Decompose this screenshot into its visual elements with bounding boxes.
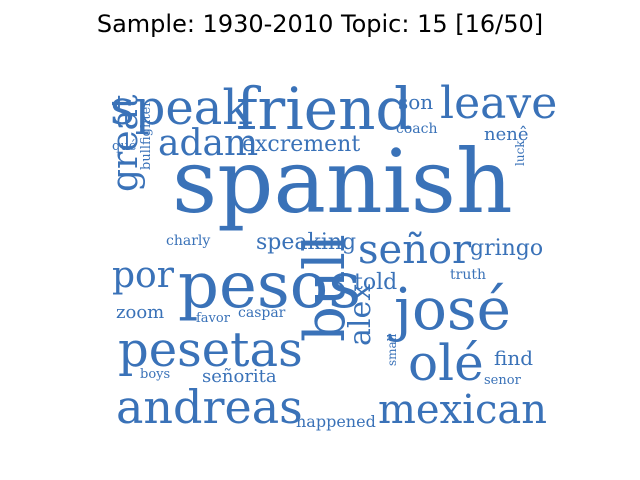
word-truth: truth <box>450 267 486 283</box>
word-zoom: zoom <box>116 302 165 323</box>
word-andreas: andreas <box>116 380 303 434</box>
word-speaking: speaking <box>256 230 357 255</box>
word-leave: leave <box>440 78 558 129</box>
word-coach: coach <box>396 121 438 137</box>
word-olé: olé <box>408 334 484 392</box>
word-boys: boys <box>140 367 171 382</box>
word-señor: señor <box>358 227 472 273</box>
word-por: por <box>112 255 174 296</box>
word-mexican: mexican <box>378 387 547 433</box>
word-bullfighter: bullfighter <box>139 100 154 170</box>
word-gringo: gringo <box>470 236 544 261</box>
word-caspar: caspar <box>238 305 286 321</box>
word-senor: senor <box>484 373 521 388</box>
word-luck: luck <box>513 140 527 166</box>
word-señorita: señorita <box>202 366 277 387</box>
word-charly: charly <box>166 233 211 249</box>
word-josé: josé <box>394 275 511 343</box>
chart-title: Sample: 1930-2010 Topic: 15 [16/50] <box>96 10 544 38</box>
word-speak: speak <box>110 80 252 136</box>
word-son: son <box>398 90 434 114</box>
word-find: find <box>494 346 534 370</box>
word-favor: favor <box>196 311 230 326</box>
word-spanish: spanish <box>172 130 513 233</box>
word-small: small <box>385 333 399 366</box>
word-pesetas: pesetas <box>118 322 303 378</box>
word-nenê: nenê <box>484 124 529 145</box>
word-qué: qué <box>112 139 137 154</box>
word-told: told <box>354 270 398 295</box>
word-adam: adam <box>158 123 259 164</box>
word-friend: friend <box>236 75 413 143</box>
word-pesos: pesos <box>178 249 362 323</box>
word-happened: happened <box>296 412 376 431</box>
word-excrement: excrement <box>242 132 361 157</box>
